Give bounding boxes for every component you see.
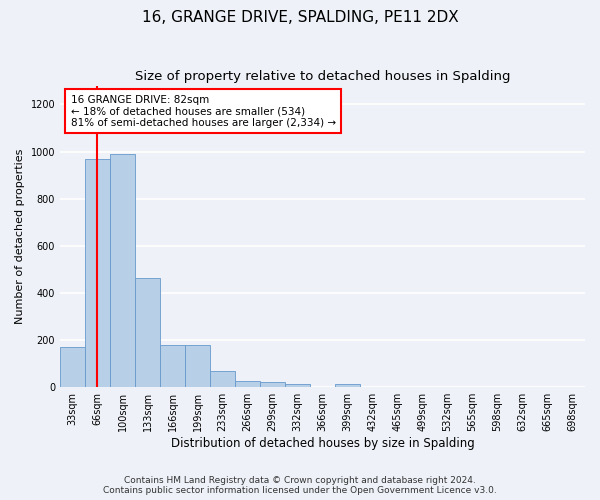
- Text: Contains HM Land Registry data © Crown copyright and database right 2024.
Contai: Contains HM Land Registry data © Crown c…: [103, 476, 497, 495]
- Bar: [110, 154, 135, 387]
- Bar: [210, 370, 235, 387]
- Bar: [60, 347, 85, 387]
- Bar: [260, 382, 285, 387]
- Bar: [285, 384, 310, 387]
- Text: 16 GRANGE DRIVE: 82sqm
← 18% of detached houses are smaller (534)
81% of semi-de: 16 GRANGE DRIVE: 82sqm ← 18% of detached…: [71, 94, 335, 128]
- Title: Size of property relative to detached houses in Spalding: Size of property relative to detached ho…: [135, 70, 510, 83]
- Bar: [185, 345, 210, 387]
- Bar: [85, 158, 110, 387]
- Bar: [335, 384, 360, 387]
- X-axis label: Distribution of detached houses by size in Spalding: Distribution of detached houses by size …: [170, 437, 475, 450]
- Bar: [235, 382, 260, 387]
- Text: 16, GRANGE DRIVE, SPALDING, PE11 2DX: 16, GRANGE DRIVE, SPALDING, PE11 2DX: [142, 10, 458, 25]
- Bar: [135, 278, 160, 387]
- Y-axis label: Number of detached properties: Number of detached properties: [15, 148, 25, 324]
- Bar: [160, 345, 185, 387]
